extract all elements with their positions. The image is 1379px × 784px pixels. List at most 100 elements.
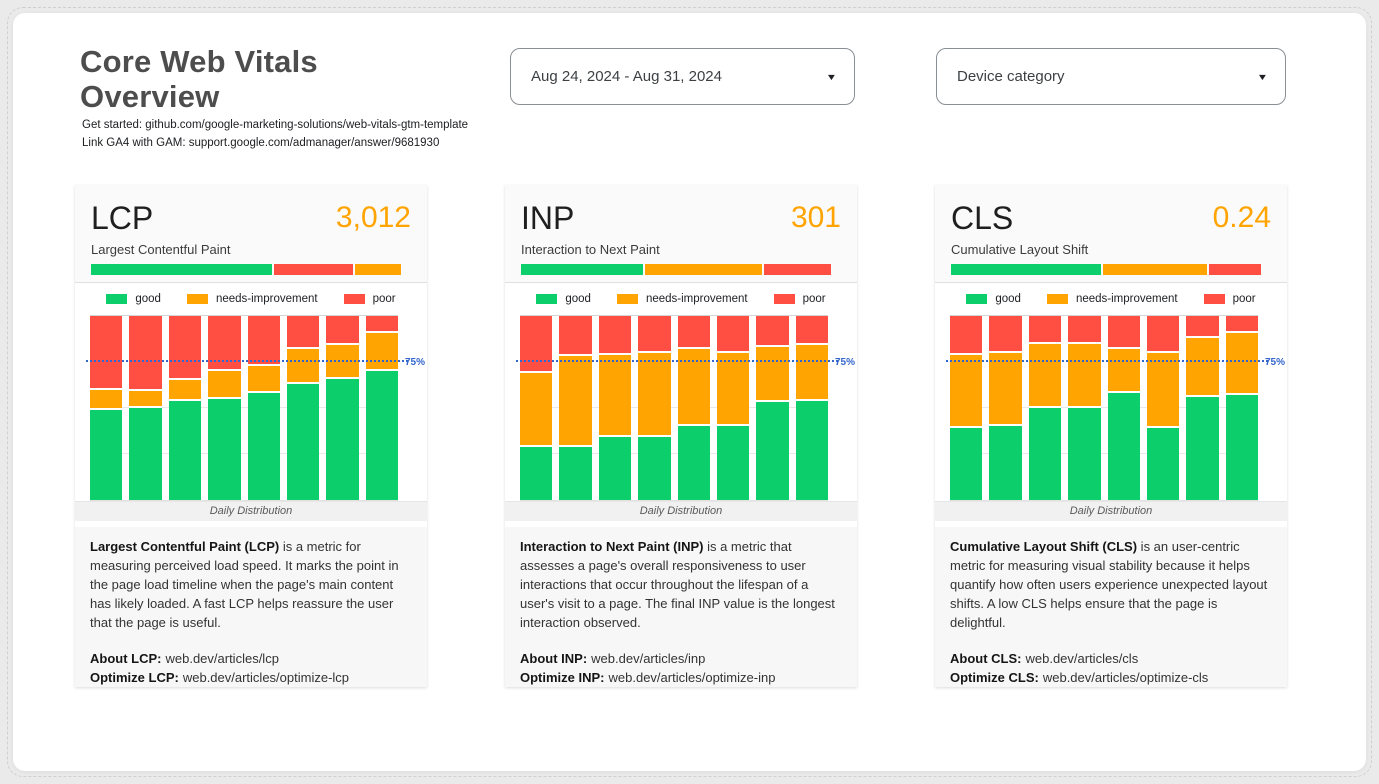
threshold-line <box>516 360 838 362</box>
stacked-bar <box>90 316 123 500</box>
card-header: INP 301 Interaction to Next Paint <box>505 185 857 283</box>
optimize-url: web.dev/articles/optimize-inp <box>608 670 776 685</box>
gridline-50 <box>520 407 828 408</box>
stacked-bar-chart <box>946 315 1268 501</box>
threshold-line <box>946 360 1268 362</box>
threshold-label: 75% <box>834 356 855 368</box>
bar-segment-good <box>129 408 162 500</box>
chevron-down-icon: ▼ <box>825 71 838 82</box>
metric-description: Cumulative Layout Shift (CLS) is an user… <box>950 539 1268 630</box>
bar-segment-poor <box>1146 316 1180 353</box>
bar-segment-needs_improvement <box>677 349 710 427</box>
metric-subtitle: Cumulative Layout Shift <box>951 242 1089 257</box>
chart-legend: good needs-improvement poor <box>935 292 1287 306</box>
bar-segment-good <box>716 426 750 500</box>
page-title: Core Web Vitals Overview <box>80 44 318 114</box>
metric-description: Interaction to Next Paint (INP) is a met… <box>520 539 835 630</box>
card-footer: Interaction to Next Paint (INP) is a met… <box>505 527 857 687</box>
stacked-bar <box>638 316 671 500</box>
bar-segment-poor <box>559 316 592 357</box>
legend-label-needs-improvement: needs-improvement <box>215 293 318 305</box>
device-category-control[interactable]: Device category ▼ <box>936 48 1286 105</box>
chart-caption: Daily Distribution <box>75 501 427 521</box>
bar-segment-poor <box>716 316 750 353</box>
metric-card-cls: CLS 0.24 Cumulative Layout Shift good ne… <box>935 185 1287 687</box>
stacked-bar <box>1186 316 1219 500</box>
chart-section: good needs-improvement poor 75% <box>935 283 1287 501</box>
metric-value: 3,012 <box>335 201 411 234</box>
chart-section: good needs-improvement poor 75% <box>505 283 857 501</box>
about-url: web.dev/articles/cls <box>1025 651 1139 666</box>
metric-value: 0.24 <box>1212 201 1271 234</box>
bar-segment-needs_improvement <box>795 345 828 401</box>
bar-segment-poor <box>756 316 789 348</box>
gridline-25 <box>90 453 398 454</box>
bar-segment-good <box>638 437 671 500</box>
stacked-bar <box>247 316 280 500</box>
stacked-bar <box>1146 316 1180 500</box>
bars-container <box>90 316 398 500</box>
gridline-25 <box>520 453 828 454</box>
bar-segment-good <box>520 446 553 500</box>
bar-segment-needs_improvement <box>326 345 359 379</box>
bar-segment-good <box>286 384 320 500</box>
chart-caption: Daily Distribution <box>935 501 1287 521</box>
bar-segment-poor <box>989 316 1022 353</box>
stacked-bar <box>950 316 983 500</box>
bar-segment-poor <box>677 316 710 350</box>
bar-segment-poor <box>286 316 320 350</box>
legend-label-needs-improvement: needs-improvement <box>645 293 748 305</box>
bar-segment-good <box>677 426 710 500</box>
bar-segment-needs_improvement <box>598 354 632 438</box>
bar-segment-good <box>559 446 592 500</box>
bars-container <box>950 316 1258 500</box>
gauge-segment-poor <box>273 264 354 275</box>
bar-segment-poor <box>520 316 553 374</box>
bar-segment-needs_improvement <box>1146 352 1180 429</box>
bar-segment-needs_improvement <box>129 391 162 408</box>
legend-label-good: good <box>995 293 1021 305</box>
metric-description: Largest Contentful Paint (LCP) is a metr… <box>90 539 399 630</box>
bar-segment-needs_improvement <box>247 365 280 394</box>
stacked-bar <box>286 316 320 500</box>
bar-segment-needs_improvement <box>716 352 750 427</box>
metric-links: About LCP: web.dev/articles/lcp Optimize … <box>90 651 350 685</box>
bars-container <box>520 316 828 500</box>
bar-segment-good <box>168 400 202 500</box>
bar-segment-needs_improvement <box>520 373 553 447</box>
card-footer: Largest Contentful Paint (LCP) is a metr… <box>75 527 427 687</box>
bar-segment-good <box>598 437 632 500</box>
bar-segment-poor <box>638 316 671 353</box>
legend-swatch-needs-improvement <box>616 294 638 304</box>
distribution-gauge <box>521 264 831 275</box>
gauge-segment-poor <box>1209 264 1262 275</box>
bar-segment-poor <box>326 316 359 346</box>
stacked-bar <box>1107 316 1140 500</box>
metric-links: About CLS: web.dev/articles/cls Optimize … <box>950 651 1209 685</box>
bar-segment-poor <box>365 316 398 333</box>
bar-segment-poor <box>168 316 202 381</box>
legend-swatch-good <box>536 294 558 304</box>
bar-segment-good <box>365 371 398 500</box>
threshold-label: 75% <box>1264 356 1285 368</box>
canvas-dashed-border <box>7 7 1372 777</box>
stacked-bar <box>989 316 1022 500</box>
bar-segment-poor <box>208 316 241 372</box>
bar-segment-good <box>989 426 1022 500</box>
metric-value: 301 <box>790 201 841 234</box>
chart-legend: good needs-improvement poor <box>505 292 857 306</box>
metric-title: LCP <box>91 200 154 236</box>
bar-segment-needs_improvement <box>1225 332 1258 396</box>
gauge-segment-poor <box>763 264 831 275</box>
bar-segment-good <box>1186 396 1219 500</box>
about-url: web.dev/articles/lcp <box>165 651 279 666</box>
bar-segment-good <box>1225 395 1258 500</box>
legend-swatch-needs-improvement <box>1046 294 1068 304</box>
legend-swatch-good <box>106 294 128 304</box>
bar-segment-good <box>1068 408 1101 500</box>
date-range-control[interactable]: Aug 24, 2024 - Aug 31, 2024 ▼ <box>510 48 855 105</box>
chart-section: good needs-improvement poor 75% <box>75 283 427 501</box>
legend-label-poor: poor <box>372 293 396 305</box>
legend-swatch-good <box>966 294 988 304</box>
bar-segment-needs_improvement <box>208 371 241 399</box>
